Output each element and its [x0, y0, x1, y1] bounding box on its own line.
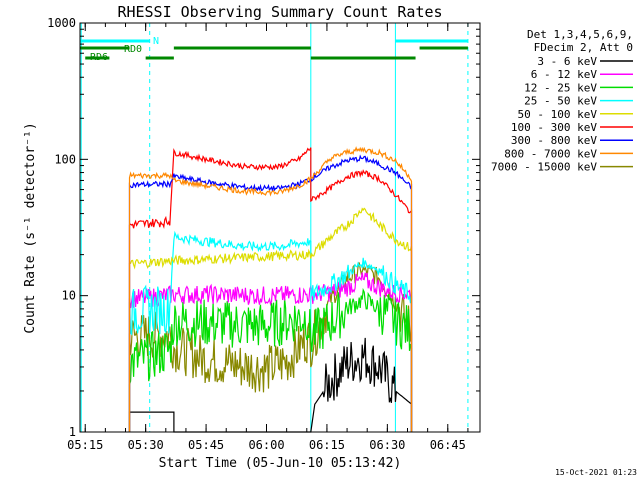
legend-label-5: 100 - 300 keV: [511, 121, 597, 134]
legend-label-2: 12 - 25 keV: [524, 81, 597, 94]
y-axis-label: Count Rate (s⁻¹ detector⁻¹): [23, 122, 38, 333]
legend-label-0: 3 - 6 keV: [537, 55, 597, 68]
legend-label-4: 50 - 100 keV: [518, 108, 598, 121]
series-line-5: [128, 147, 413, 432]
night-label: N: [153, 36, 159, 47]
legend-label-1: 6 - 12 keV: [531, 68, 598, 81]
series-line-3: [128, 230, 413, 432]
rd6-label: RD6: [90, 52, 108, 63]
y-tick-label-1: 10: [62, 289, 76, 303]
legend-header-1: Det 1,3,4,5,6,9,: [527, 28, 633, 41]
legend-label-3: 25 - 50 keV: [524, 95, 597, 108]
series-line-7: [128, 146, 413, 432]
series-line-6: [128, 154, 413, 432]
x-tick-label-1: 05:30: [128, 438, 164, 452]
series-line-8: [128, 262, 413, 432]
chart-title: RHESSI Observing Summary Count Rates: [117, 3, 442, 21]
legend-label-8: 7000 - 15000 keV: [491, 161, 597, 174]
series-line-2: [128, 287, 413, 432]
x-tick-label-3: 06:00: [248, 438, 284, 452]
legend: Det 1,3,4,5,6,9, FDecim 2, Att 0 3 - 6 k…: [491, 28, 633, 174]
x-tick-label-0: 05:15: [67, 438, 103, 452]
y-tick-label-2: 100: [54, 152, 76, 166]
legend-header-2: FDecim 2, Att 0: [534, 41, 633, 54]
legend-label-6: 300 - 800 keV: [511, 134, 597, 147]
y-tick-label-3: 1000: [47, 16, 76, 30]
x-axis-label: Start Time (05-Jun-10 05:13:42): [159, 456, 402, 471]
y-tick-label-0: 1: [69, 425, 76, 439]
x-tick-label-5: 06:30: [369, 438, 405, 452]
series-line-1: [128, 272, 413, 432]
series-line-4: [128, 207, 413, 432]
footer-date: 15-Oct-2021 01:23: [555, 468, 637, 477]
plot-frame: [79, 22, 481, 433]
rd0-label: RD0: [124, 44, 142, 55]
legend-label-7: 800 - 7000 keV: [504, 147, 597, 160]
x-tick-label-6: 06:45: [430, 438, 466, 452]
x-tick-label-4: 06:15: [309, 438, 345, 452]
x-tick-label-2: 05:45: [188, 438, 224, 452]
